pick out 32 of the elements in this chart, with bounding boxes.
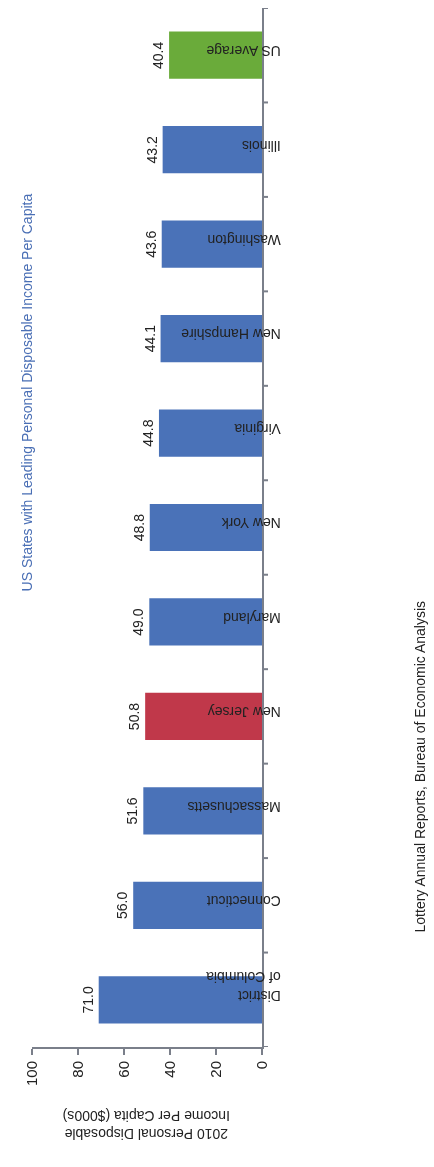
data-label: 56.0 — [114, 891, 131, 920]
data-label: 50.8 — [126, 702, 143, 731]
x-tick-label: 40 — [160, 1061, 178, 1078]
data-label: 48.8 — [130, 513, 147, 542]
x-tick-label: 60 — [114, 1061, 132, 1078]
y-tick-label: District of Columbia — [205, 969, 281, 1004]
y-tick-label: Illinois — [241, 137, 281, 154]
y-tick-label: New York — [220, 515, 281, 532]
y-tick-label: Maryland — [223, 609, 281, 626]
y-tick-label: US Average — [206, 43, 281, 60]
text: US States with Leading Personal Disposable Income Per Capita — [18, 193, 35, 592]
data-label: 71.0 — [79, 986, 96, 1014]
data-label: 51.6 — [124, 797, 141, 825]
y-tick-label: Virginia — [234, 420, 281, 437]
y-tick-label: Connecticut — [206, 893, 281, 910]
x-tick-label: 0 — [252, 1061, 270, 1070]
x-axis-title: 2010 Personal Disposable Income Per Capita ($000s) — [62, 1107, 230, 1142]
y-tick-label: Massachusetts — [187, 798, 281, 815]
text: Lottery Annual Reports, Bureau of Economic Analysis — [411, 600, 428, 933]
x-tick-label: 20 — [206, 1061, 224, 1078]
y-tick-label: New Jersey — [207, 704, 281, 721]
y-tick-label: New Hampshire — [181, 326, 281, 343]
y-tick-label: Washington — [207, 232, 281, 249]
x-tick-label: 100 — [22, 1061, 40, 1087]
x-tick-label: 80 — [68, 1061, 86, 1078]
data-label: 43.2 — [143, 135, 160, 164]
bar — [169, 31, 262, 79]
data-label: 40.4 — [150, 41, 167, 69]
data-label: 44.8 — [139, 419, 156, 447]
data-label: 49.0 — [130, 608, 147, 636]
data-label: 44.1 — [141, 324, 158, 353]
data-label: 43.6 — [142, 230, 159, 258]
